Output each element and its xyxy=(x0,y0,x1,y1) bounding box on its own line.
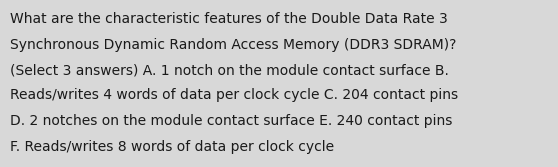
Text: D. 2 notches on the module contact surface E. 240 contact pins: D. 2 notches on the module contact surfa… xyxy=(10,114,453,128)
Text: Synchronous Dynamic Random Access Memory (DDR3 SDRAM)?: Synchronous Dynamic Random Access Memory… xyxy=(10,38,456,51)
Text: (Select 3 answers) A. 1 notch on the module contact surface B.: (Select 3 answers) A. 1 notch on the mod… xyxy=(10,63,449,77)
Text: What are the characteristic features of the Double Data Rate 3: What are the characteristic features of … xyxy=(10,12,448,26)
Text: Reads/writes 4 words of data per clock cycle C. 204 contact pins: Reads/writes 4 words of data per clock c… xyxy=(10,89,458,103)
Text: F. Reads/writes 8 words of data per clock cycle: F. Reads/writes 8 words of data per cloc… xyxy=(10,139,334,153)
